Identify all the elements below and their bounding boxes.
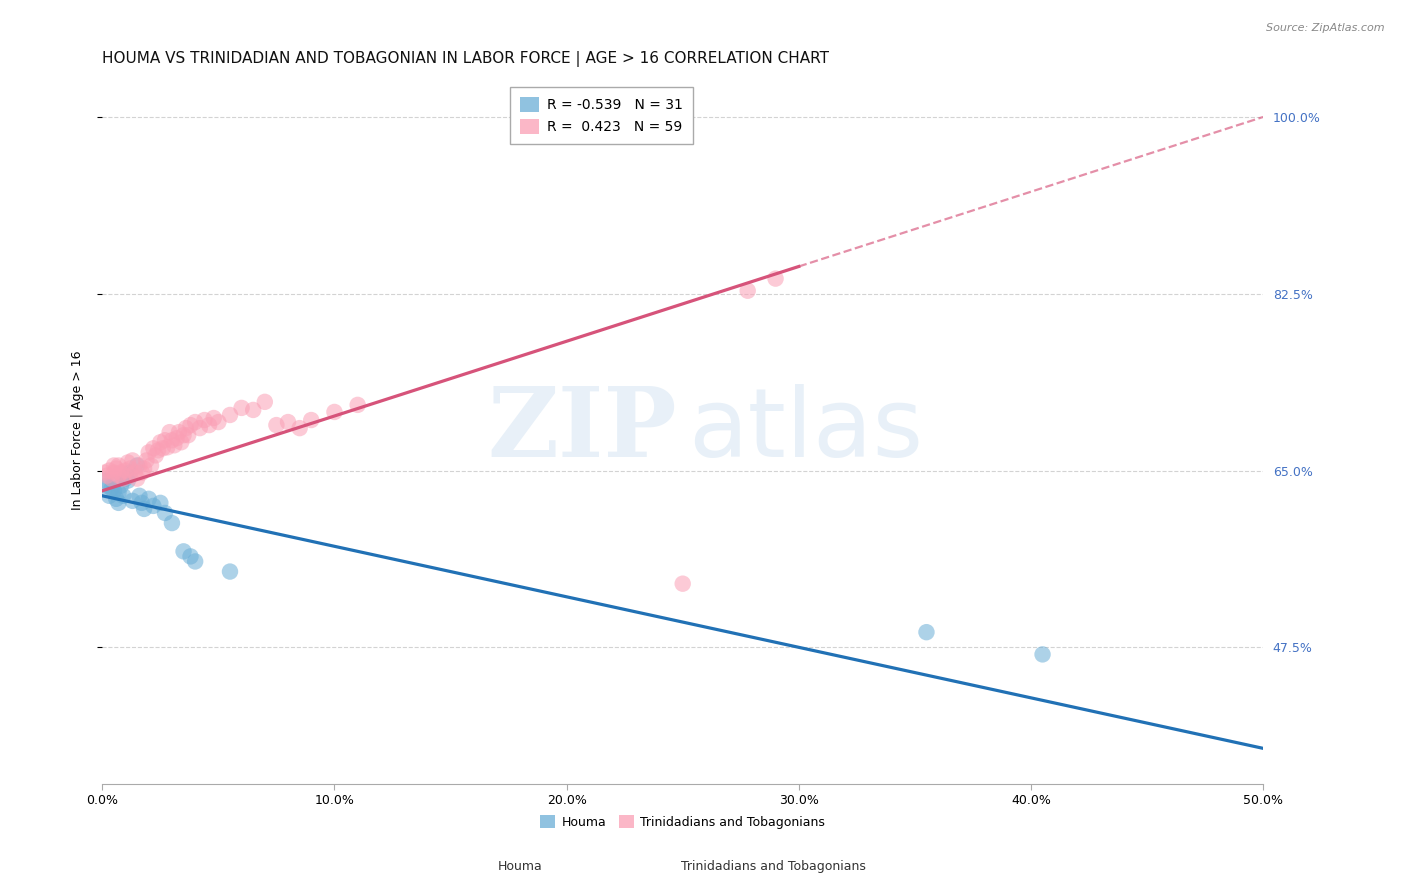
Point (114, 472, 136, 486)
Point (138, 445, 160, 459)
Point (174, 421, 197, 435)
Point (107, 485, 129, 500)
Text: atlas: atlas (689, 384, 924, 476)
Point (346, 398, 368, 412)
Point (266, 418, 288, 433)
Point (159, 425, 181, 439)
Point (207, 415, 229, 429)
Point (146, 443, 169, 458)
Point (156, 440, 179, 454)
Point (202, 411, 225, 425)
Point (253, 395, 276, 409)
Point (103, 466, 125, 480)
Point (132, 461, 155, 475)
Point (219, 565, 242, 579)
Point (121, 493, 143, 508)
Point (153, 434, 176, 448)
Point (149, 435, 172, 450)
Legend: Houma, Trinidadians and Tobagonians: Houma, Trinidadians and Tobagonians (536, 811, 830, 834)
Point (120, 461, 142, 475)
Point (114, 464, 136, 478)
Point (915, 625, 938, 640)
Point (231, 401, 253, 415)
Point (277, 415, 299, 429)
Point (96, 479, 118, 493)
Point (131, 466, 153, 480)
Point (180, 549, 202, 564)
Point (121, 453, 143, 467)
Text: Trinidadians and Tobagonians: Trinidadians and Tobagonians (681, 860, 866, 872)
Point (198, 418, 221, 433)
Point (166, 431, 188, 445)
Point (288, 421, 311, 435)
Point (184, 415, 207, 429)
Point (112, 489, 135, 503)
Point (219, 408, 242, 422)
Point (184, 554, 207, 568)
Point (323, 405, 346, 419)
Point (139, 458, 162, 473)
Point (160, 434, 183, 448)
Point (177, 428, 200, 442)
Point (173, 544, 195, 558)
Point (145, 449, 167, 463)
Point (242, 403, 264, 417)
Text: ZIP: ZIP (488, 384, 676, 477)
Point (127, 458, 149, 473)
Point (124, 466, 146, 480)
Point (120, 466, 142, 480)
Point (100, 482, 122, 496)
Text: Source: ZipAtlas.com: Source: ZipAtlas.com (1267, 23, 1385, 33)
Point (127, 472, 149, 486)
Point (163, 438, 186, 452)
Text: Houma: Houma (498, 860, 543, 872)
Point (135, 453, 157, 467)
Point (132, 502, 155, 516)
Point (98, 464, 121, 478)
Point (105, 461, 128, 475)
Point (170, 435, 193, 450)
Point (110, 479, 132, 493)
Point (128, 458, 150, 473)
Point (107, 496, 129, 510)
Point (149, 496, 172, 510)
Point (1032, 648, 1054, 662)
Point (112, 472, 135, 486)
Y-axis label: In Labor Force | Age > 16: In Labor Force | Age > 16 (72, 351, 84, 510)
Point (110, 466, 132, 480)
Point (98, 489, 121, 503)
Point (105, 491, 128, 506)
Point (193, 413, 215, 427)
Point (180, 418, 202, 433)
Point (167, 425, 190, 439)
Point (160, 516, 183, 530)
Point (153, 506, 176, 520)
Point (737, 284, 759, 298)
Point (138, 491, 160, 506)
Point (103, 475, 125, 490)
Point (765, 271, 787, 285)
Point (299, 413, 322, 427)
Point (142, 499, 165, 513)
Point (100, 472, 122, 486)
Point (142, 442, 165, 456)
Point (152, 442, 174, 456)
Point (93, 466, 115, 480)
Point (117, 455, 139, 469)
Point (128, 489, 150, 503)
Point (103, 458, 125, 473)
Point (107, 468, 129, 483)
Point (672, 576, 695, 591)
Point (173, 428, 195, 442)
Point (188, 421, 211, 435)
Point (131, 496, 153, 510)
Point (93, 474, 115, 488)
Point (117, 474, 139, 488)
Point (96, 468, 118, 483)
Text: HOUMA VS TRINIDADIAN AND TOBAGONIAN IN LABOR FORCE | AGE > 16 CORRELATION CHART: HOUMA VS TRINIDADIAN AND TOBAGONIAN IN L… (103, 51, 830, 67)
Point (103, 483, 125, 498)
Point (120, 468, 142, 483)
Point (107, 458, 129, 473)
